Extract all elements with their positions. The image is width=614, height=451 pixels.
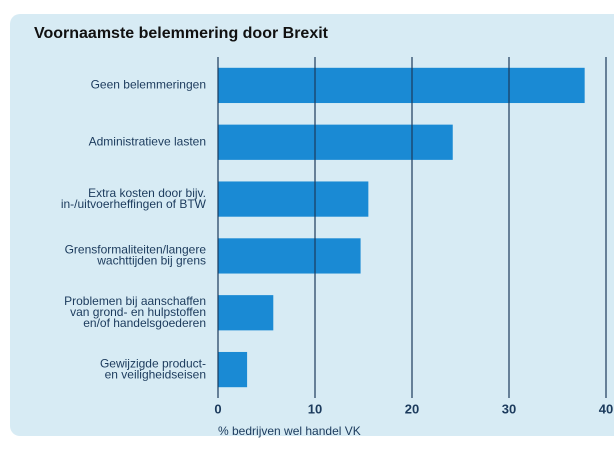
x-axis-label: % bedrijven wel handel VK: [218, 424, 361, 438]
chart-title: Voornaamste belemmering door Brexit: [34, 25, 329, 42]
bar: [218, 295, 274, 331]
bar: [218, 67, 585, 104]
y-tick-label: Geen belemmeringen: [91, 78, 206, 92]
bar: [218, 351, 248, 388]
y-tick-label: Gewijzigde product-: [100, 356, 206, 370]
y-tick-label: van grond- en hulpstoffen: [70, 305, 206, 319]
bar: [218, 238, 361, 274]
y-tick-label: Extra kosten door bijv.: [88, 186, 206, 200]
x-tick-label: 30: [502, 401, 516, 416]
x-tick-label: 20: [405, 401, 419, 416]
x-tick-label: 0: [214, 401, 221, 416]
panel: [10, 14, 614, 436]
y-tick-label: Problemen bij aanschaffen: [64, 294, 206, 308]
bar: [218, 181, 369, 217]
y-tick-label: Grensformaliteiten/langere: [65, 243, 207, 257]
y-tick-label: en veiligheidseisen: [105, 367, 206, 381]
x-tick-label: 40: [599, 401, 613, 416]
bar: [218, 124, 453, 160]
y-tick-label: wachttijden bij grens: [96, 254, 206, 268]
y-tick-label: en/of handelsgoederen: [83, 316, 206, 330]
y-tick-label: Administratieve lasten: [89, 134, 206, 148]
y-tick-label: in-/uitvoerheffingen of BTW: [61, 197, 207, 211]
x-tick-label: 10: [308, 401, 322, 416]
